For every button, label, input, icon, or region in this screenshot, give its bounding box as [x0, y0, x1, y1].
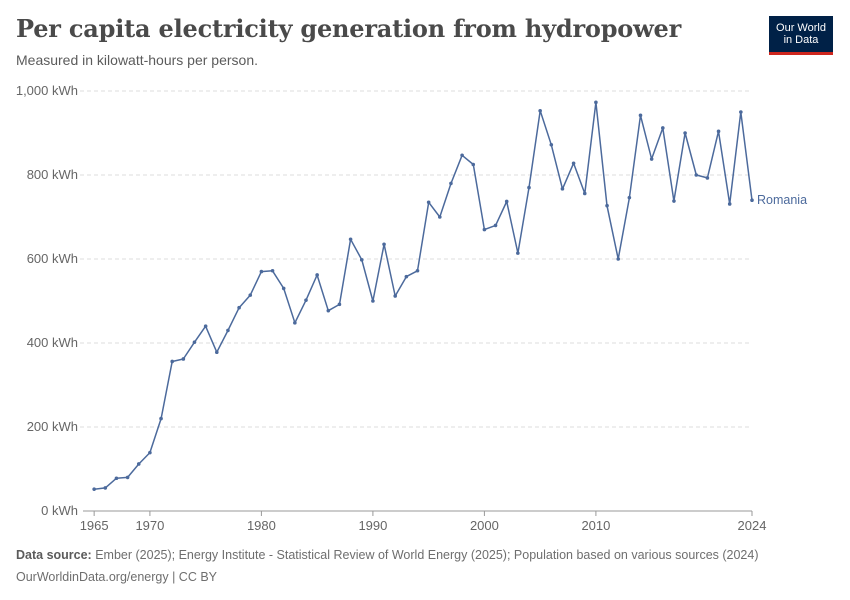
- data-point: [616, 257, 620, 261]
- y-tick-label: 400 kWh: [27, 335, 78, 350]
- y-tick-label: 0 kWh: [41, 503, 78, 518]
- data-point: [705, 176, 710, 180]
- data-point: [493, 223, 498, 228]
- data-point: [605, 203, 609, 208]
- footer-credit[interactable]: OurWorldinData.org/energy | CC BY: [16, 570, 218, 584]
- data-point: [125, 475, 130, 480]
- data-point: [482, 227, 487, 232]
- data-point: [293, 321, 297, 325]
- data-point: [426, 200, 431, 205]
- data-point: [237, 305, 241, 310]
- data-point: [259, 269, 264, 274]
- data-point: [382, 242, 386, 247]
- data-point: [504, 199, 509, 204]
- data-point: [627, 195, 632, 200]
- data-point: [226, 328, 230, 333]
- x-tick-label: 2010: [581, 518, 610, 533]
- y-tick-label: 1,000 kWh: [16, 83, 78, 98]
- data-point: [582, 191, 587, 196]
- data-point: [114, 476, 119, 481]
- series-line: [94, 101, 753, 490]
- data-point: [527, 185, 531, 190]
- data-point: [404, 274, 409, 279]
- data-point: [203, 324, 208, 329]
- data-point: [192, 340, 197, 344]
- logo-line-2: in Data: [783, 34, 819, 46]
- data-point: [449, 181, 453, 186]
- data-point: [538, 108, 542, 113]
- data-point: [270, 268, 275, 273]
- data-point: [571, 161, 576, 166]
- data-point: [549, 142, 554, 147]
- data-point: [170, 359, 174, 364]
- data-point: [438, 215, 442, 219]
- x-tick-label: 1965: [80, 518, 109, 533]
- data-point: [460, 153, 464, 158]
- y-axis-tick-labels: 0 kWh 200 kWh 400 kWh 600 kWh 800 kWh 1,000 k…: [16, 83, 78, 518]
- data-point: [337, 302, 342, 307]
- data-point: [750, 198, 754, 202]
- series-romania: Romania: [92, 100, 807, 491]
- data-point: [594, 100, 598, 105]
- x-tick-label: 1980: [247, 518, 276, 533]
- data-point: [516, 251, 520, 255]
- x-tick-label: 2024: [738, 518, 767, 533]
- data-source-text: Ember (2025); Energy Institute - Statist…: [91, 548, 759, 562]
- data-point: [326, 308, 331, 313]
- data-point: [148, 450, 152, 455]
- x-tick-label: 2000: [470, 518, 499, 533]
- data-point: [560, 187, 565, 191]
- y-tick-label: 200 kWh: [27, 419, 78, 434]
- data-point: [716, 129, 721, 134]
- data-point: [159, 416, 163, 421]
- data-point: [661, 126, 665, 130]
- data-point: [215, 350, 219, 355]
- data-point: [471, 162, 476, 167]
- y-tick-label: 600 kWh: [27, 251, 78, 266]
- data-point: [304, 298, 308, 302]
- data-point: [649, 157, 654, 161]
- data-point: [348, 237, 353, 242]
- logo-line-1: Our World: [776, 22, 826, 34]
- data-point: [393, 294, 398, 298]
- data-source-label: Data source:: [16, 548, 92, 562]
- y-tick-label: 800 kWh: [27, 167, 78, 182]
- chart-subtitle: Measured in kilowatt-hours per person.: [16, 52, 259, 68]
- series-label[interactable]: Romania: [757, 193, 807, 207]
- data-point: [727, 202, 732, 206]
- data-point: [638, 113, 643, 118]
- data-point: [683, 131, 687, 135]
- data-point: [315, 273, 319, 277]
- x-tick-label: 1970: [135, 518, 164, 533]
- chart-title: Per capita electricity generation from h…: [16, 14, 682, 43]
- data-point: [371, 299, 375, 303]
- x-tick-label: 1990: [358, 518, 387, 533]
- data-point: [672, 199, 676, 203]
- data-point: [739, 110, 743, 114]
- data-point: [359, 258, 364, 262]
- data-point: [103, 486, 108, 490]
- x-axis: 1965 1970 1980 1990 2000 2010 2024: [80, 510, 767, 533]
- data-point: [415, 268, 420, 273]
- data-point: [694, 173, 699, 177]
- data-point: [181, 357, 186, 361]
- data-point: [136, 462, 141, 466]
- data-point: [281, 286, 286, 291]
- owid-logo[interactable]: Our World in Data: [769, 16, 833, 55]
- data-point: [92, 487, 96, 491]
- data-point: [248, 293, 253, 297]
- data-source: Data source: Ember (2025); Energy Instit…: [16, 548, 759, 562]
- gridlines: [80, 90, 752, 428]
